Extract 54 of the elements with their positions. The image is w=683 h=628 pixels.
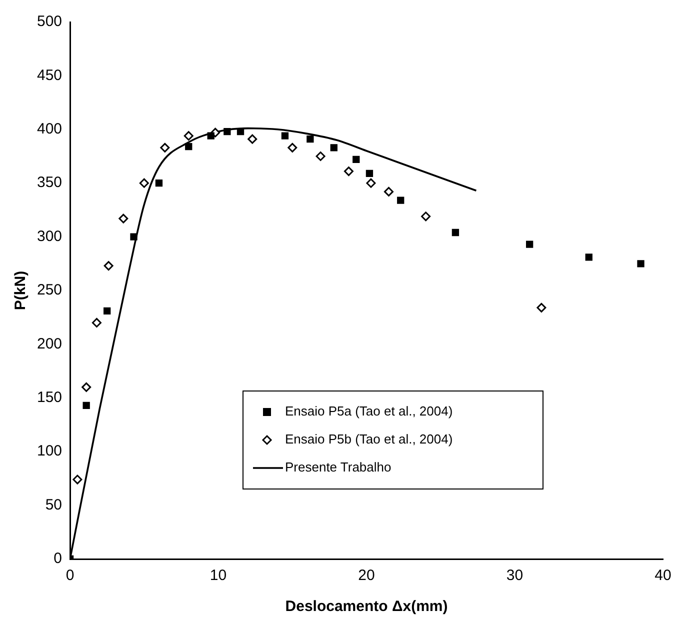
point [224, 128, 231, 136]
point [185, 143, 192, 150]
point [421, 212, 431, 222]
point [92, 318, 102, 328]
legend-label: Ensaio P5b (Tao et al., 2004) [285, 432, 453, 447]
point [526, 240, 534, 248]
point [281, 132, 289, 140]
y-tick-label: 300 [36, 228, 62, 245]
x-tick-label: 10 [210, 567, 227, 584]
point [155, 180, 163, 187]
y-tick-label: 500 [36, 13, 62, 30]
point [637, 260, 644, 268]
point [82, 402, 90, 409]
point [184, 131, 194, 141]
point [82, 382, 92, 392]
point [130, 233, 138, 240]
point [139, 178, 149, 188]
x-tick-label: 40 [654, 567, 672, 584]
y-tick-label: 350 [36, 174, 62, 192]
point [288, 142, 298, 152]
point [366, 170, 374, 178]
y-tick-label: 150 [36, 389, 62, 406]
x-tick-label: 30 [506, 567, 524, 584]
point [72, 474, 82, 484]
point [452, 228, 460, 236]
point [366, 178, 376, 188]
point [316, 152, 326, 161]
y-tick-label: 50 [45, 496, 62, 514]
y-tick-label: 0 [54, 550, 62, 568]
y-axis-title: P(kN) [12, 270, 30, 310]
y-tick-label: 400 [36, 120, 62, 138]
point [344, 166, 354, 176]
point [118, 214, 128, 224]
y-tick-label: 200 [36, 335, 62, 352]
point [352, 156, 360, 164]
point [160, 142, 170, 152]
y-tick-label: 100 [36, 442, 62, 460]
y-tick-label: 250 [36, 282, 62, 299]
point [104, 261, 114, 271]
point [330, 144, 338, 152]
legend-label: Presente Trabalho [285, 460, 392, 475]
point [248, 134, 258, 144]
point [536, 302, 546, 312]
x-axis-title: Deslocamento Δx(mm) [285, 598, 448, 616]
point [384, 186, 394, 196]
point [397, 196, 404, 204]
point [207, 132, 214, 140]
point [104, 307, 111, 314]
x-tick-label: 0 [66, 567, 74, 584]
x-tick-label: 20 [358, 567, 375, 584]
legend-label: Ensaio P5a (Tao et al., 2004) [285, 404, 453, 419]
point [585, 254, 592, 261]
y-tick-label: 450 [36, 66, 62, 84]
point [306, 135, 314, 143]
